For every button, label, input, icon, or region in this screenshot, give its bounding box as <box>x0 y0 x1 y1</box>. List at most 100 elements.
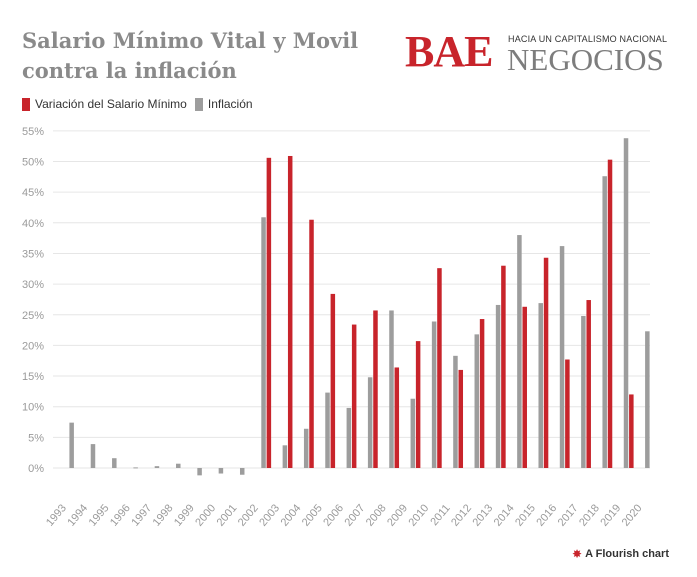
salario-bar[interactable] <box>458 369 464 468</box>
inflacion-bar[interactable] <box>495 304 501 468</box>
x-tick-label: 2018 <box>577 502 602 528</box>
legend-label-inflacion: Inflación <box>207 97 253 111</box>
x-tick-label: 2000 <box>193 502 218 528</box>
inflacion-bar[interactable] <box>133 467 138 469</box>
x-tick-label: 2001 <box>215 502 240 528</box>
salario-bar[interactable] <box>287 155 293 468</box>
inflacion-bar[interactable] <box>69 422 74 468</box>
inflacion-bar[interactable] <box>154 466 160 468</box>
x-tick-label: 2012 <box>449 502 474 528</box>
inflacion-bar[interactable] <box>517 235 522 468</box>
salario-bar[interactable] <box>437 268 442 468</box>
inflacion-bar[interactable] <box>218 468 224 474</box>
x-tick-label: 2013 <box>470 502 495 528</box>
inflacion-bar[interactable] <box>602 176 607 468</box>
x-tick-label: 2009 <box>385 502 410 528</box>
y-tick-label: 45% <box>22 187 44 199</box>
inflacion-bar[interactable] <box>410 398 416 468</box>
inflacion-bar[interactable] <box>112 458 117 468</box>
inflacion-bar[interactable] <box>645 331 650 468</box>
logo-tagline: HACIA UN CAPITALISMO NACIONAL <box>508 34 668 44</box>
y-tick-label: 50% <box>22 157 44 169</box>
chart-title: Salario Mínimo Vital y Movil <box>22 28 359 53</box>
y-tick-label: 25% <box>22 310 44 322</box>
y-tick-label: 35% <box>22 248 44 260</box>
inflacion-bar[interactable] <box>346 407 352 468</box>
inflacion-bar[interactable] <box>474 334 480 468</box>
salario-bar[interactable] <box>373 310 378 468</box>
salario-bar[interactable] <box>543 257 549 468</box>
bae-negocios-logo: BAE HACIA UN CAPITALISMO NACIONAL NEGOCI… <box>405 27 667 76</box>
chart-legend: Variación del Salario Mínimo Inflación <box>22 97 261 111</box>
inflacion-bar[interactable] <box>197 468 202 476</box>
x-tick-label: 2015 <box>513 502 538 528</box>
flourish-credit[interactable]: ✸ A Flourish chart <box>572 547 669 561</box>
inflacion-bar[interactable] <box>90 444 96 468</box>
salario-bar[interactable] <box>565 359 570 468</box>
x-tick-label: 2006 <box>321 502 346 528</box>
inflacion-bar[interactable] <box>282 445 288 468</box>
y-tick-label: 0% <box>28 463 44 475</box>
x-tick-label: 1999 <box>172 502 197 528</box>
inflacion-bar[interactable] <box>261 217 266 468</box>
inflacion-bar[interactable] <box>367 377 373 468</box>
x-tick-label: 2004 <box>279 502 304 528</box>
salario-bar[interactable] <box>394 367 400 468</box>
inflacion-bar[interactable] <box>431 321 437 468</box>
salario-bar[interactable] <box>629 394 634 468</box>
legend-swatch-inflacion <box>194 97 203 111</box>
inflacion-bar[interactable] <box>453 355 458 468</box>
y-tick-label: 10% <box>22 402 44 414</box>
x-tick-label: 1998 <box>151 502 176 528</box>
inflacion-bar[interactable] <box>389 310 394 468</box>
x-tick-label: 2017 <box>556 502 581 528</box>
legend-swatch-salario <box>22 97 30 111</box>
x-tick-label: 1993 <box>44 502 69 528</box>
legend-label-salario: Variación del Salario Mínimo <box>35 97 187 111</box>
logo-bae-text: BAE <box>405 27 493 76</box>
x-tick-label: 2010 <box>406 502 431 528</box>
y-tick-label: 40% <box>22 218 44 230</box>
inflacion-bar[interactable] <box>538 303 543 468</box>
x-tick-label: 1995 <box>87 502 112 528</box>
x-tick-label: 2002 <box>236 502 261 528</box>
y-tick-label: 20% <box>22 340 44 352</box>
salario-bar[interactable] <box>266 157 272 468</box>
inflacion-bar[interactable] <box>581 315 586 468</box>
salario-bar[interactable] <box>501 265 506 468</box>
x-tick-label: 2019 <box>598 502 623 528</box>
salario-bar[interactable] <box>522 306 527 468</box>
x-tick-label: 2016 <box>534 502 559 528</box>
legend-item-inflacion[interactable]: Inflación <box>194 97 253 111</box>
x-tick-label: 2014 <box>492 502 517 528</box>
x-tick-label: 1997 <box>129 502 154 528</box>
legend-item-salario[interactable]: Variación del Salario Mínimo <box>22 97 187 111</box>
x-tick-label: 2011 <box>428 502 452 528</box>
salario-bar[interactable] <box>309 219 314 468</box>
salario-bar[interactable] <box>586 300 591 468</box>
flourish-credit-label: A Flourish chart <box>585 548 669 560</box>
x-tick-label: 2005 <box>300 502 325 528</box>
logo-negocios-text: NEGOCIOS <box>507 42 664 77</box>
inflacion-bar[interactable] <box>176 463 181 468</box>
salario-bar[interactable] <box>607 159 613 468</box>
inflacion-bar[interactable] <box>303 428 309 468</box>
flourish-icon: ✸ <box>572 547 583 561</box>
inflacion-bar[interactable] <box>239 468 245 475</box>
x-tick-label: 1996 <box>108 502 133 528</box>
inflacion-bar[interactable] <box>325 392 330 468</box>
inflacion-bar[interactable] <box>623 138 629 468</box>
salario-bar[interactable] <box>415 341 421 468</box>
inflacion-bar[interactable] <box>559 246 565 468</box>
y-tick-label: 55% <box>22 126 44 138</box>
x-tick-label: 2020 <box>620 502 645 528</box>
salario-bar[interactable] <box>351 324 357 468</box>
y-tick-label: 15% <box>22 371 44 383</box>
salario-bar[interactable] <box>479 319 485 468</box>
x-tick-label: 2003 <box>257 502 282 528</box>
x-tick-label: 1994 <box>65 502 90 528</box>
salario-bar[interactable] <box>330 293 336 468</box>
y-tick-label: 5% <box>28 432 44 444</box>
x-tick-label: 2007 <box>343 502 368 528</box>
